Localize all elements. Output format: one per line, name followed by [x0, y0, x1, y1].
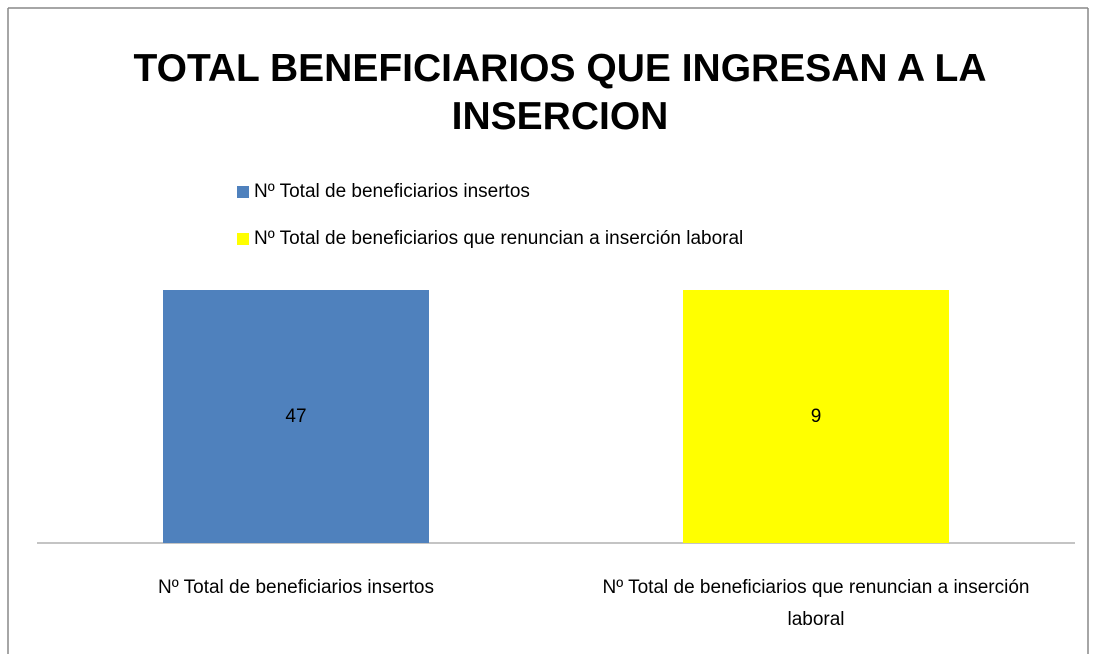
- legend-swatch: [237, 233, 249, 245]
- data-label: 9: [810, 405, 822, 427]
- legend-item: Nº Total de beneficiarios que renuncian …: [237, 228, 743, 250]
- bar: [683, 290, 949, 543]
- legend-item: Nº Total de beneficiarios insertos: [237, 181, 530, 203]
- x-tick-label: Nº Total de beneficiarios insertos: [158, 577, 434, 598]
- legend-swatch: [237, 186, 249, 198]
- x-tick-label: Nº Total de beneficiarios que renuncian …: [602, 577, 1030, 630]
- data-label: 47: [285, 405, 307, 427]
- chart-title: TOTAL BENEFICIARIOS QUE INGRESAN A LA IN…: [133, 47, 987, 138]
- bar: [163, 290, 429, 543]
- legend-label: Nº Total de beneficiarios insertos: [254, 181, 530, 202]
- legend-label: Nº Total de beneficiarios que renuncian …: [254, 228, 744, 249]
